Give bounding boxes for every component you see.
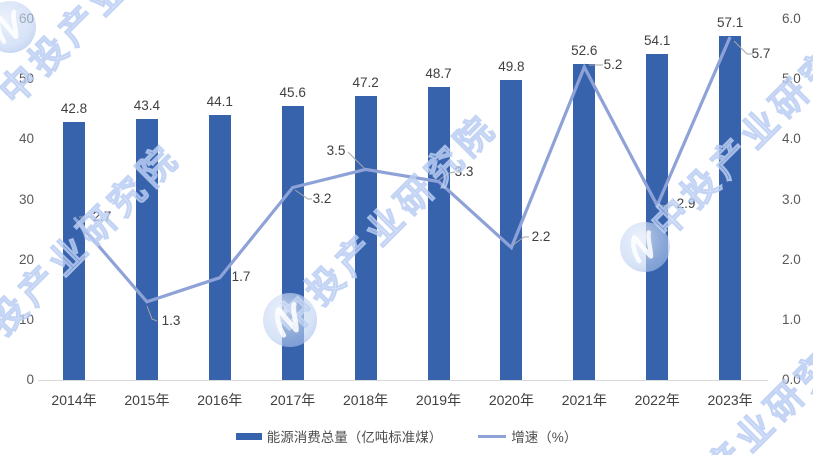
left-axis-tick: 20 [18,251,34,267]
line-value-label: 2.2 [531,229,551,244]
leader-line [294,189,312,200]
watermark-logo-icon [261,291,319,349]
bar-2018年 [354,96,377,380]
leader-line [438,171,456,181]
left-axis-tick: 50 [18,71,34,87]
line-value-label: 1.3 [161,313,181,328]
bar-2020年 [500,80,523,380]
line-value-label: 2.9 [676,196,696,211]
x-axis-label: 2022年 [634,392,680,408]
line-value-label: 3.2 [312,191,332,206]
bar-value-label: 57.1 [716,15,744,31]
bar-2014年 [63,122,85,380]
bar-value-label: 54.1 [644,33,671,49]
x-axis-label: 2015年 [124,392,170,408]
x-axis-label: 2020年 [488,392,534,408]
line-series-legend-label: 增速（%） [511,430,578,445]
left-axis-tick: 10 [18,311,34,327]
watermark-text: 中投产业研究院 [0,135,189,373]
left-axis-tick: 40 [18,131,34,147]
leader-line [512,236,529,246]
bar-series-legend-label: 能源消费总量（亿吨标准煤） [266,430,443,445]
bar-value-label: 52.6 [571,42,598,58]
leader-line [347,151,365,169]
line-value-label: 5.2 [603,57,623,72]
bar-series-swatch-icon [235,432,262,440]
line-value-label: 3.5 [326,143,346,158]
legend-item-bar: 能源消费总量（亿吨标准煤） [235,426,443,446]
right-axis-tick: 0.0 [782,372,801,387]
bar-value-label: 49.8 [498,59,525,75]
left-axis-tick: 30 [18,191,34,207]
bar-value-label: 48.7 [425,65,452,81]
bar-value-label: 47.2 [352,75,379,90]
right-axis-tick: 5.0 [782,71,801,87]
bar-value-label: 42.8 [60,101,88,117]
x-axis-label: 2021年 [561,392,607,408]
x-axis-label: 2016年 [197,392,243,408]
leader-line [660,204,674,207]
x-axis-label: 2014年 [51,392,97,408]
bar-2022年 [646,54,669,380]
watermark-text: 中投产业研究院 [0,0,230,114]
x-axis-label: 2019年 [415,392,462,408]
left-axis-tick: 0 [26,372,34,387]
line-value-label: 1.7 [231,269,251,284]
x-axis-label: 2017年 [270,392,316,408]
watermark-logo-icon [618,220,672,274]
bar-2021年 [573,63,596,380]
bar-value-label: 44.1 [206,93,233,109]
line-value-label: 2.7 [92,209,112,224]
leader-line [146,305,158,322]
bar-value-label: 43.4 [133,97,161,113]
bar-2023年 [719,36,742,380]
left-axis-tick: 60 [18,11,34,26]
line-value-label: 3.3 [454,164,474,179]
x-axis-line [38,380,768,381]
bar-value-label: 45.6 [279,84,306,100]
bar-2015年 [135,118,158,380]
watermark-text: 中投产业研究院 [268,105,506,343]
x-axis-label: 2023年 [707,392,753,408]
right-axis-tick: 1.0 [782,311,801,327]
right-axis-tick: 4.0 [782,131,801,147]
watermark-logo-icon [0,0,38,55]
leader-line [733,40,753,55]
x-axis-label: 2018年 [343,392,389,408]
bar-2017年 [281,105,304,380]
line-series-swatch-icon [478,434,507,438]
legend: 能源消费总量（亿吨标准煤） 增速（%） [0,426,813,446]
legend-item-line: 增速（%） [478,426,577,446]
right-axis-tick: 2.0 [782,251,801,267]
line-value-label: 5.7 [751,46,771,61]
right-axis-tick: 3.0 [782,191,801,207]
bar-2019年 [427,86,450,380]
right-axis-tick: 6.0 [782,11,801,26]
watermark-text: 中投产业研究院 [643,8,813,246]
growth-rate-line [72,36,732,304]
bar-2016年 [208,114,231,380]
